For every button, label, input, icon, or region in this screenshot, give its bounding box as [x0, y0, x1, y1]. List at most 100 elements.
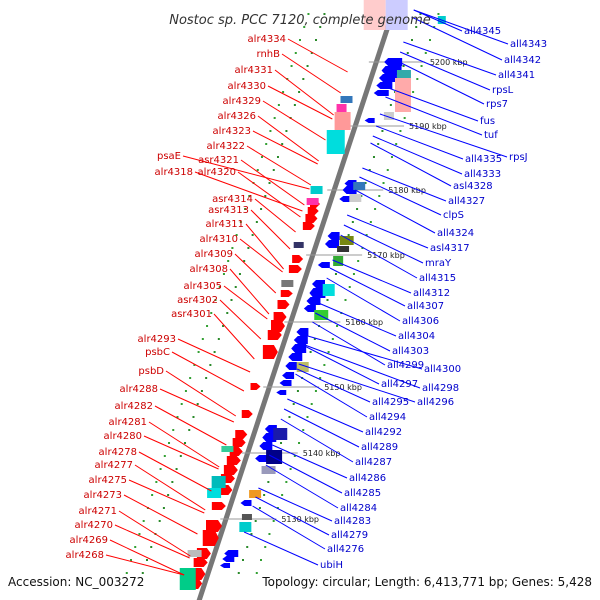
left-gene-label: alr4282: [115, 401, 153, 412]
guide-dot: [189, 377, 192, 379]
guide-dot: [231, 247, 234, 249]
reverse-gene: [224, 550, 239, 557]
right-gene-label: all4343: [510, 39, 547, 50]
guide-dot: [276, 507, 279, 509]
right-leader: [318, 302, 397, 337]
guide-dot: [222, 325, 225, 327]
reverse-gene: [296, 328, 309, 336]
guide-dot: [298, 91, 301, 93]
right-gene-label: all4295: [372, 397, 409, 408]
reverse-gene: [291, 344, 307, 353]
guide-dot: [239, 221, 242, 223]
guide-dot: [272, 169, 275, 171]
guide-dot: [368, 169, 371, 171]
guide-dot: [356, 208, 359, 210]
right-leader: [252, 505, 326, 550]
guide-dot: [326, 299, 329, 301]
right-leader: [413, 9, 463, 32]
guide-dot: [163, 455, 166, 457]
map-title: Nostoc sp. PCC 7120, complete genome: [169, 13, 431, 28]
right-leader: [268, 454, 343, 494]
forward-gene: [302, 222, 315, 230]
right-gene-label: all4289: [361, 442, 398, 453]
left-gene-label: psaE: [157, 151, 181, 162]
rna-feature: [211, 476, 226, 488]
guide-dot: [382, 182, 385, 184]
right-gene-label: all4345: [464, 26, 501, 37]
guide-dot: [150, 546, 153, 548]
right-gene-label: all4298: [422, 383, 459, 394]
right-gene-label: all4333: [464, 169, 501, 180]
rna-feature: [336, 104, 347, 112]
guide-dot: [351, 221, 354, 223]
right-gene-label: all4304: [398, 331, 435, 342]
guide-dot: [217, 338, 220, 340]
guide-dot: [184, 390, 187, 392]
guide-dot: [290, 65, 293, 67]
guide-dot: [273, 117, 276, 119]
rna-feature: [333, 256, 344, 266]
guide-dot: [260, 208, 263, 210]
left-leader: [254, 198, 296, 233]
right-gene-label: all4341: [498, 70, 535, 81]
right-gene-label: all4335: [465, 154, 502, 165]
rna-feature: [383, 112, 394, 120]
left-leader: [123, 494, 198, 535]
right-leader: [315, 312, 391, 352]
reverse-gene: [276, 390, 287, 395]
left-gene-label: alr4273: [84, 490, 122, 501]
reverse-gene: [317, 262, 330, 268]
left-gene-label: alr4331: [235, 65, 273, 76]
right-gene-label: all4286: [349, 473, 386, 484]
right-leader: [255, 496, 330, 536]
left-leader: [177, 338, 251, 373]
right-leader: [265, 464, 339, 509]
rna-feature: [310, 186, 323, 194]
left-leader: [143, 435, 219, 470]
guide-dot: [125, 572, 128, 574]
rna-feature: [385, 0, 408, 30]
guide-dot: [248, 195, 251, 197]
right-gene-label: all4327: [448, 196, 485, 207]
right-gene-label: all4303: [392, 346, 429, 357]
right-gene-label: tuf: [484, 130, 498, 141]
guide-dot: [264, 195, 267, 197]
guide-dot: [276, 156, 279, 158]
left-gene-label: rnhB: [257, 49, 281, 60]
left-leader: [159, 388, 235, 423]
reverse-gene: [255, 455, 268, 462]
left-gene-label: alr4311: [206, 219, 244, 230]
left-gene-label: alr4320: [198, 167, 236, 178]
left-leader: [246, 145, 312, 186]
guide-dot: [309, 351, 312, 353]
position-label: 5140 kbp: [303, 449, 341, 458]
forward-gene: [223, 465, 238, 475]
forward-gene: [273, 312, 287, 322]
left-leader: [234, 253, 277, 294]
guide-dot: [416, 78, 419, 80]
guide-dot: [369, 221, 372, 223]
left-leader: [182, 155, 310, 190]
right-leader: [296, 368, 371, 403]
right-gene-label: mraY: [425, 258, 452, 269]
right-gene-label: rpsJ: [509, 152, 528, 163]
right-gene-label: all4283: [334, 516, 371, 527]
reverse-gene: [293, 336, 308, 344]
left-leader: [281, 53, 342, 94]
guide-dot: [180, 403, 183, 405]
reverse-gene: [312, 280, 325, 288]
guide-dot: [386, 169, 389, 171]
left-gene-label: alr4305: [184, 281, 222, 292]
guide-dot: [313, 338, 316, 340]
reverse-gene: [262, 433, 277, 442]
right-leader: [243, 531, 319, 566]
guide-dot: [429, 39, 431, 41]
backbone: [196, 0, 400, 600]
rna-feature: [296, 362, 309, 372]
guide-dot: [250, 533, 253, 535]
rna-feature: [339, 236, 354, 245]
guide-dot: [433, 26, 436, 28]
left-gene-label: alr4271: [79, 506, 117, 517]
right-gene-label: all4285: [344, 488, 381, 499]
guide-dot: [302, 78, 305, 80]
